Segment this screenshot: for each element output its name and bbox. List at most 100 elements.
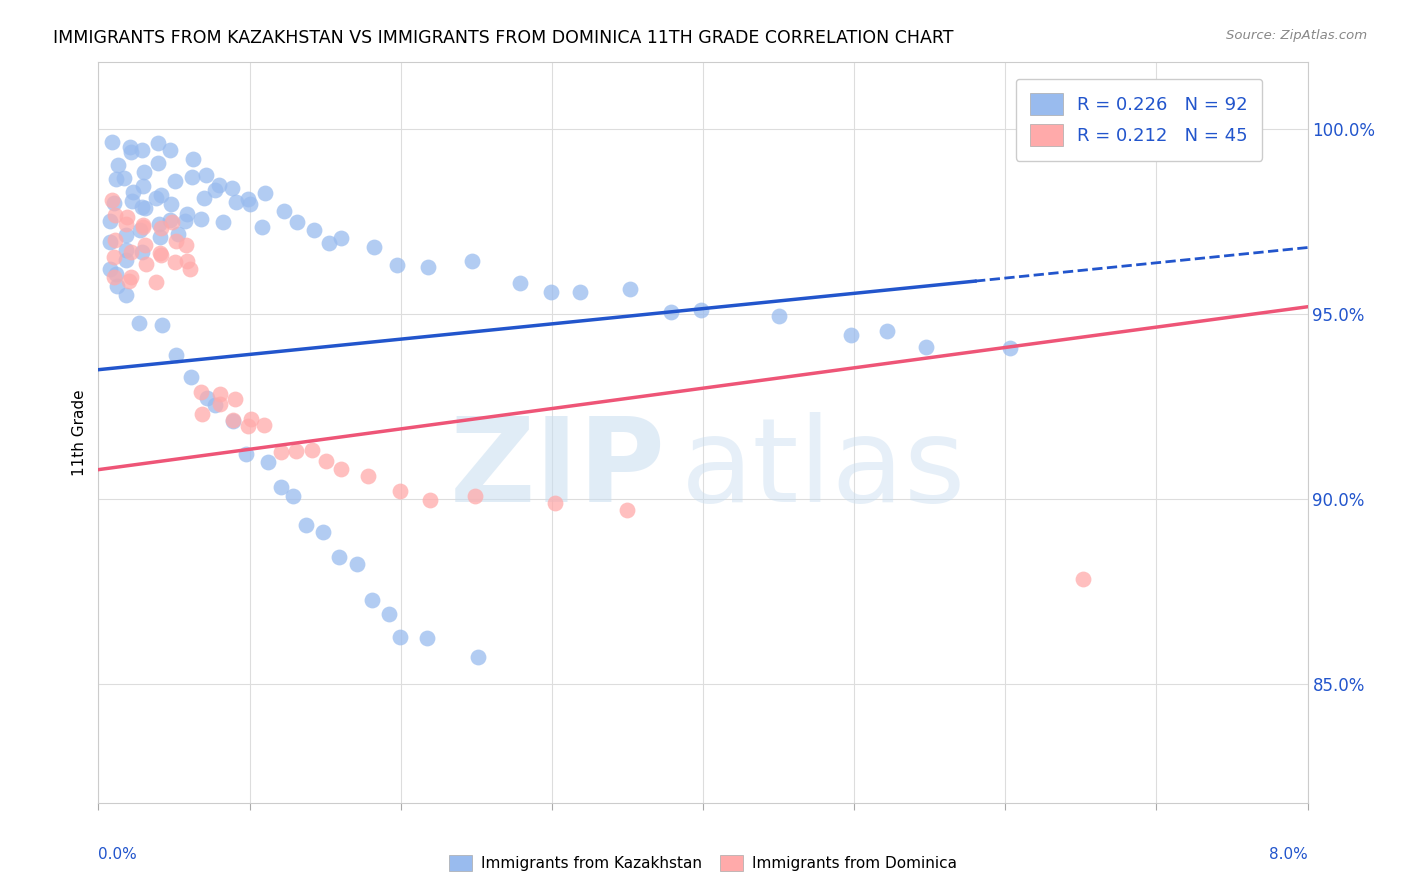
Point <box>131 143 153 157</box>
Point <box>222 414 245 428</box>
Point <box>239 196 262 211</box>
Point <box>209 397 232 411</box>
Point <box>132 178 155 193</box>
Point <box>103 250 125 264</box>
Text: IMMIGRANTS FROM KAZAKHSTAN VS IMMIGRANTS FROM DOMINICA 11TH GRADE CORRELATION CH: IMMIGRANTS FROM KAZAKHSTAN VS IMMIGRANTS… <box>53 29 953 46</box>
Point <box>619 282 641 296</box>
Point <box>114 243 136 257</box>
Point <box>236 419 259 434</box>
Point <box>131 200 153 214</box>
Legend: Immigrants from Kazakhstan, Immigrants from Dominica: Immigrants from Kazakhstan, Immigrants f… <box>443 849 963 877</box>
Point <box>121 194 143 209</box>
Point <box>876 324 898 338</box>
Text: Source: ZipAtlas.com: Source: ZipAtlas.com <box>1226 29 1367 42</box>
Point <box>193 191 215 205</box>
Point <box>165 348 187 362</box>
Point <box>176 207 198 221</box>
Point <box>103 208 125 222</box>
Point <box>250 220 273 235</box>
Point <box>388 484 411 499</box>
Point <box>418 493 440 508</box>
Point <box>180 169 202 184</box>
Point <box>159 213 181 227</box>
Point <box>208 387 231 401</box>
Point <box>150 188 173 202</box>
Point <box>464 489 486 503</box>
Point <box>191 407 214 421</box>
Point <box>159 143 181 157</box>
Point <box>120 269 142 284</box>
Point <box>115 211 138 225</box>
Point <box>225 195 247 210</box>
Point <box>149 230 172 244</box>
Point <box>318 235 340 250</box>
Point <box>283 489 305 503</box>
Point <box>190 385 212 400</box>
Point <box>257 455 280 469</box>
Point <box>103 196 125 211</box>
Point <box>768 309 790 323</box>
Point <box>129 222 152 236</box>
Point <box>103 270 125 285</box>
Point <box>135 257 157 271</box>
Point <box>163 174 186 188</box>
Point <box>180 369 202 384</box>
Point <box>145 276 167 290</box>
Point <box>616 502 638 516</box>
Point <box>252 418 274 433</box>
Point <box>146 136 169 150</box>
Point <box>179 262 201 277</box>
Text: ZIP: ZIP <box>450 412 666 527</box>
Point <box>132 218 155 232</box>
Point <box>461 253 484 268</box>
Point <box>134 202 156 216</box>
Point <box>98 262 121 277</box>
Point <box>160 197 183 211</box>
Point <box>105 267 128 281</box>
Point <box>190 211 212 226</box>
Point <box>385 258 408 272</box>
Point <box>839 327 862 342</box>
Point <box>115 227 138 242</box>
Point <box>346 557 368 571</box>
Point <box>378 607 401 621</box>
Point <box>131 244 153 259</box>
Point <box>418 260 440 275</box>
Point <box>100 214 122 228</box>
Point <box>118 274 141 288</box>
Point <box>107 158 129 172</box>
Point <box>163 255 186 269</box>
Point <box>115 217 138 231</box>
Point <box>998 341 1021 355</box>
Point <box>122 185 145 199</box>
Point <box>105 278 128 293</box>
Point <box>329 462 352 476</box>
Point <box>174 214 197 228</box>
Point <box>312 524 335 539</box>
Point <box>149 247 172 261</box>
Point <box>273 203 295 218</box>
Point <box>176 254 198 268</box>
Point <box>204 398 226 412</box>
Point <box>167 227 190 242</box>
Point <box>204 183 226 197</box>
Point <box>104 233 127 247</box>
Point <box>101 135 124 149</box>
Point <box>222 413 245 427</box>
Point <box>150 221 173 235</box>
Point <box>690 303 713 318</box>
Point <box>287 215 309 229</box>
Point <box>363 240 385 254</box>
Legend: R = 0.226   N = 92, R = 0.212   N = 45: R = 0.226 N = 92, R = 0.212 N = 45 <box>1015 78 1263 161</box>
Point <box>254 186 277 200</box>
Point <box>328 550 350 565</box>
Point <box>389 631 412 645</box>
Point <box>301 443 323 458</box>
Point <box>174 237 197 252</box>
Point <box>236 192 259 206</box>
Point <box>302 223 325 237</box>
Point <box>120 145 142 159</box>
Point <box>128 316 150 330</box>
Point <box>208 178 231 192</box>
Point <box>148 218 170 232</box>
